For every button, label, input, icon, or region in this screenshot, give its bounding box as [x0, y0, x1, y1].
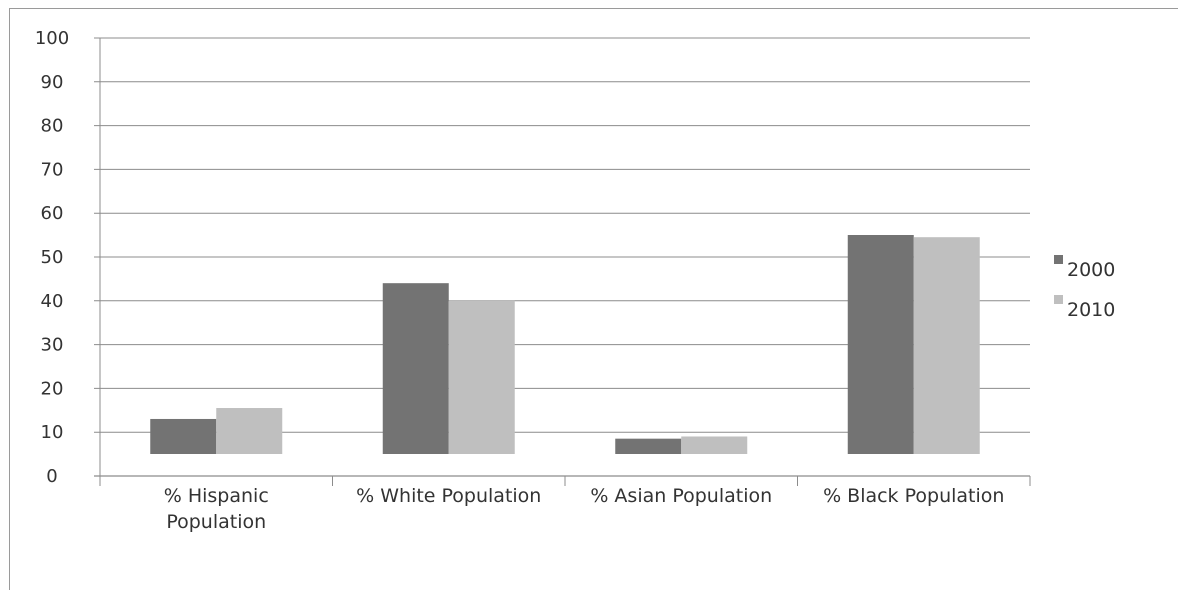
bar-2000 [847, 235, 914, 454]
x-category-label: % Asian Population [590, 485, 772, 507]
y-tick-label: 0 [46, 466, 57, 487]
y-tick-label: 70 [41, 159, 64, 180]
y-tick-label: 100 [35, 28, 69, 49]
x-category-label: % White Population [356, 485, 541, 507]
x-category-label: % Black Population [823, 485, 1004, 507]
x-category-label: % Hispanic Population [164, 485, 269, 533]
legend-swatch [1054, 295, 1063, 304]
bar-2010 [216, 408, 283, 454]
legend-swatch [1054, 255, 1063, 264]
bar-2000 [150, 418, 217, 454]
y-tick-label: 30 [41, 335, 64, 356]
bar-2000 [382, 283, 449, 454]
y-tick-label: 80 [41, 116, 64, 137]
y-tick-label: 20 [41, 378, 64, 399]
y-tick-label: 10 [41, 422, 64, 443]
y-tick-label: 40 [41, 291, 64, 312]
y-tick-label: 50 [41, 247, 64, 268]
legend-label: 2010 [1067, 299, 1115, 321]
x-category-label-line: % White Population [356, 485, 541, 507]
x-category-label-line: % Asian Population [590, 485, 772, 507]
bar-2010 [913, 237, 980, 454]
x-category-label-line: % Hispanic [164, 485, 269, 507]
frame-top-border [9, 8, 1178, 9]
frame-left-border [9, 8, 10, 590]
y-tick-label: 60 [41, 203, 64, 224]
legend-label: 2000 [1067, 259, 1115, 281]
bar-2010 [448, 300, 515, 454]
bar-2010 [681, 436, 748, 454]
bar-2000 [615, 438, 682, 454]
x-category-label-line: Population [166, 511, 266, 533]
y-tick-label: 90 [41, 72, 64, 93]
x-category-label-line: % Black Population [823, 485, 1004, 507]
